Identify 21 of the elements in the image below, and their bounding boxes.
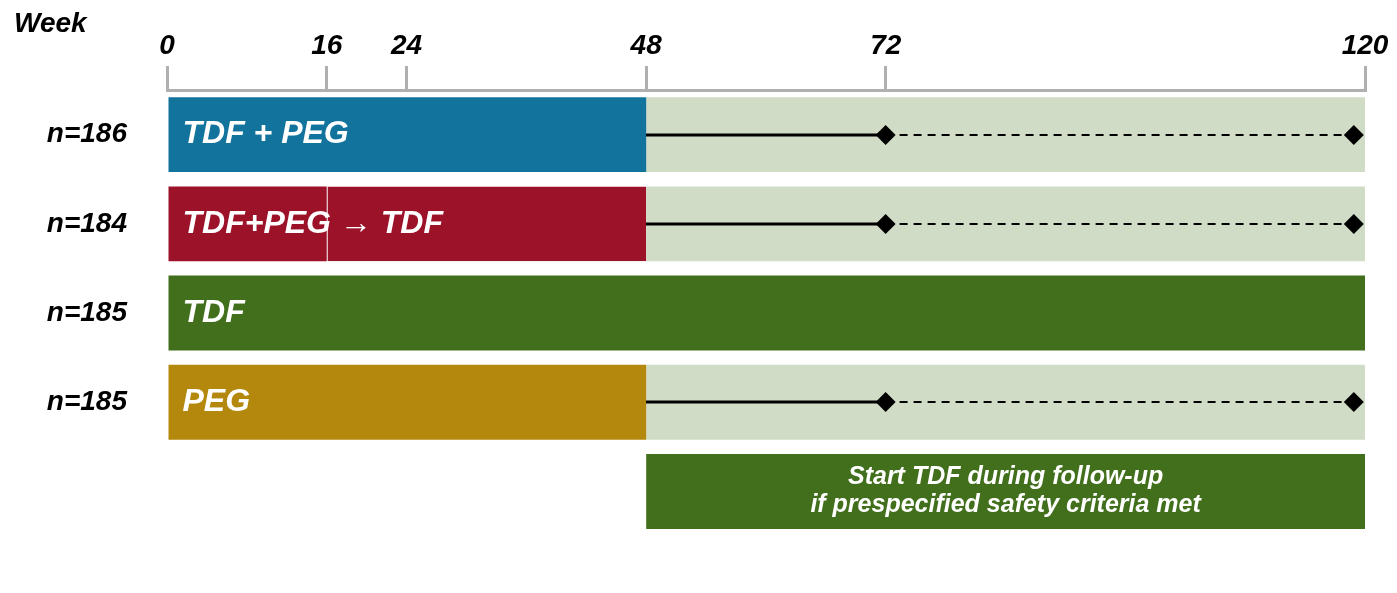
x-axis-title: Week	[14, 6, 89, 38]
data-label: TDF	[182, 292, 247, 329]
bar	[646, 186, 1365, 262]
y-tick-label: n=186	[46, 117, 128, 149]
bar	[168, 97, 647, 173]
x-tick-label: 48	[629, 28, 663, 60]
data-label: PEG	[182, 382, 251, 419]
bar	[168, 275, 1365, 351]
data-label: TDF + PEG	[182, 114, 349, 151]
x-tick-label: 16	[311, 28, 343, 60]
bar	[646, 364, 1365, 440]
y-tick-label: n=184	[46, 206, 128, 238]
x-tick-label: 24	[390, 28, 423, 60]
bar	[168, 364, 647, 440]
x-tick-label: 0	[159, 28, 176, 60]
y-tick-label: n=185	[46, 295, 128, 327]
bar	[646, 97, 1365, 173]
x-tick-label: 120	[1341, 28, 1389, 60]
y-tick-label: n=185	[46, 385, 128, 417]
data-label: Start TDF during follow-up if prespecified safety criteria met	[810, 461, 1203, 518]
x-tick-label: 72	[870, 28, 902, 60]
